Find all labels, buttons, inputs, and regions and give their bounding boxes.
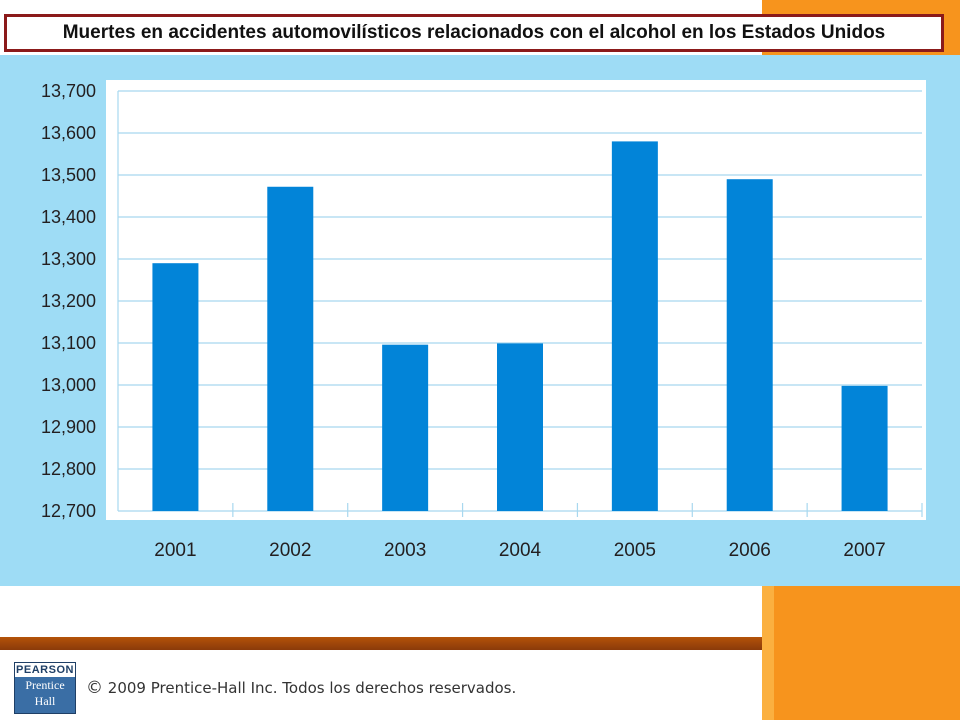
- y-tick-label: 13,000: [41, 375, 96, 395]
- bar: [611, 141, 658, 511]
- bar: [726, 179, 773, 511]
- bar: [267, 186, 314, 511]
- y-tick-label: 12,900: [41, 417, 96, 437]
- logo-pearson-text: PEARSON: [15, 663, 75, 677]
- x-tick-label: 2004: [499, 540, 542, 561]
- copyright-symbol: ©: [86, 678, 103, 698]
- pearson-logo: PEARSON Prentice Hall: [14, 662, 76, 714]
- y-tick-label: 13,500: [41, 165, 96, 185]
- bar: [382, 344, 429, 511]
- x-tick-label: 2007: [843, 540, 885, 561]
- x-tick-label: 2006: [729, 540, 771, 561]
- y-tick-label: 13,300: [41, 249, 96, 269]
- footer-bar: [0, 637, 762, 650]
- bar: [841, 385, 888, 511]
- orange-decor-strip: [762, 586, 774, 720]
- y-tick-label: 12,800: [41, 459, 96, 479]
- y-tick-label: 13,600: [41, 123, 96, 143]
- copyright-text: 2009 Prentice-Hall Inc. Todos los derech…: [107, 679, 517, 697]
- bar: [152, 263, 199, 511]
- x-tick-label: 2002: [269, 540, 311, 561]
- orange-decor-bottom: [762, 586, 960, 720]
- bar: [497, 343, 543, 511]
- bar-chart: 12,700 12,800 12,900 13,000 13,100 13,200 13,3…: [41, 81, 923, 561]
- logo-hall-text: Hall: [34, 694, 56, 708]
- x-tick-label: 2003: [384, 540, 426, 561]
- logo-prentice-text: Prentice: [25, 678, 65, 692]
- chart-title-box: Muertes en accidentes automovilísticos r…: [4, 14, 944, 52]
- x-tick-label: 2005: [614, 540, 656, 561]
- x-tick-label: 2001: [154, 540, 196, 561]
- y-tick-label: 13,400: [41, 207, 96, 227]
- y-tick-label: 13,100: [41, 333, 96, 353]
- y-tick-label: 13,700: [41, 81, 96, 101]
- y-tick-label: 12,700: [41, 501, 96, 521]
- y-tick-label: 13,200: [41, 291, 96, 311]
- chart-title: Muertes en accidentes automovilísticos r…: [62, 22, 886, 43]
- copyright-notice: © 2009 Prentice-Hall Inc. Todos los dere…: [86, 678, 516, 698]
